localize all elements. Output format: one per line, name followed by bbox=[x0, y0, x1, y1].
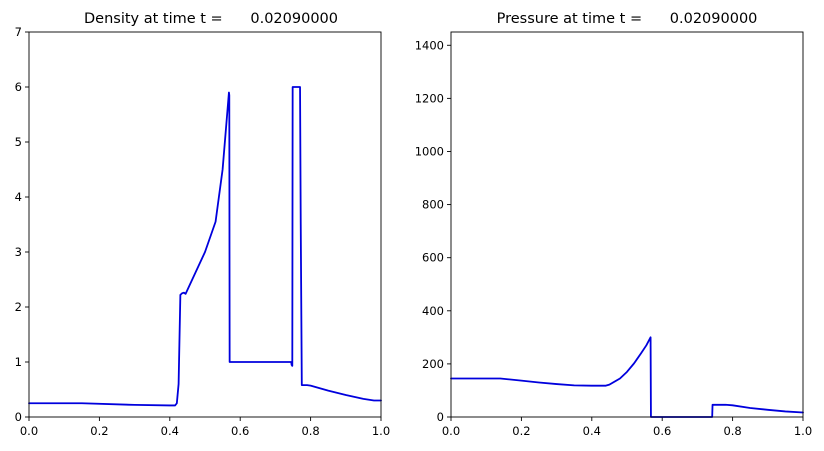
density-ytick-label: 1 bbox=[15, 355, 22, 369]
density-xtick-label: 0.0 bbox=[20, 424, 38, 438]
pressure-ytick-label: 200 bbox=[422, 357, 444, 371]
pressure-xtick-label: 0.6 bbox=[653, 424, 671, 438]
pressure-chart-title: Pressure at time t = 0.02090000 bbox=[497, 11, 758, 27]
pressure-ytick-label: 600 bbox=[422, 251, 444, 265]
density-axes-frame bbox=[28, 31, 382, 418]
pressure-xtick-label: 1.0 bbox=[794, 424, 812, 438]
density-ytick-label: 0 bbox=[15, 410, 22, 424]
density-xtick-label: 0.6 bbox=[231, 424, 249, 438]
density-ytick-label: 5 bbox=[15, 135, 22, 149]
density-xtick-label: 0.8 bbox=[301, 424, 319, 438]
pressure-ytick-label: 400 bbox=[422, 304, 444, 318]
density-ytick-label: 3 bbox=[15, 245, 22, 259]
density-panel: Density at time t = 0.02090000 0.0 0.2 0.4… bbox=[15, 11, 390, 438]
pressure-axes-frame bbox=[450, 31, 804, 418]
pressure-xtick-label: 0.2 bbox=[512, 424, 530, 438]
pressure-panel: Pressure at time t = 0.02090000 0.0 0.2 0.… bbox=[415, 11, 812, 438]
pressure-xtick-label: 0.8 bbox=[723, 424, 741, 438]
density-chart-title: Density at time t = 0.02090000 bbox=[84, 11, 338, 27]
density-line bbox=[28, 86, 382, 407]
pressure-ytick-label: 800 bbox=[422, 198, 444, 212]
pressure-ytick-label: 1000 bbox=[415, 144, 444, 158]
pressure-ytick-label: 1400 bbox=[415, 38, 444, 52]
density-ytick-label: 7 bbox=[15, 25, 22, 39]
pressure-xtick-label: 0.4 bbox=[583, 424, 601, 438]
density-xtick-label: 1.0 bbox=[372, 424, 390, 438]
density-ticks: 0.0 0.2 0.4 0.6 0.8 1.0 0 1 2 3 4 5 6 7 bbox=[15, 25, 390, 438]
density-xtick-label: 0.2 bbox=[90, 424, 108, 438]
pressure-ytick-label: 0 bbox=[437, 410, 444, 424]
density-ytick-label: 6 bbox=[15, 80, 22, 94]
pressure-line bbox=[450, 336, 804, 418]
pressure-ytick-label: 1200 bbox=[415, 91, 444, 105]
pressure-ticks: 0.0 0.2 0.4 0.6 0.8 1.0 0 200 400 600 800 1000 1200 1… bbox=[415, 38, 812, 438]
density-ytick-label: 2 bbox=[15, 300, 22, 314]
density-ytick-label: 4 bbox=[15, 190, 22, 204]
pressure-xtick-label: 0.0 bbox=[442, 424, 460, 438]
density-xtick-label: 0.4 bbox=[161, 424, 179, 438]
